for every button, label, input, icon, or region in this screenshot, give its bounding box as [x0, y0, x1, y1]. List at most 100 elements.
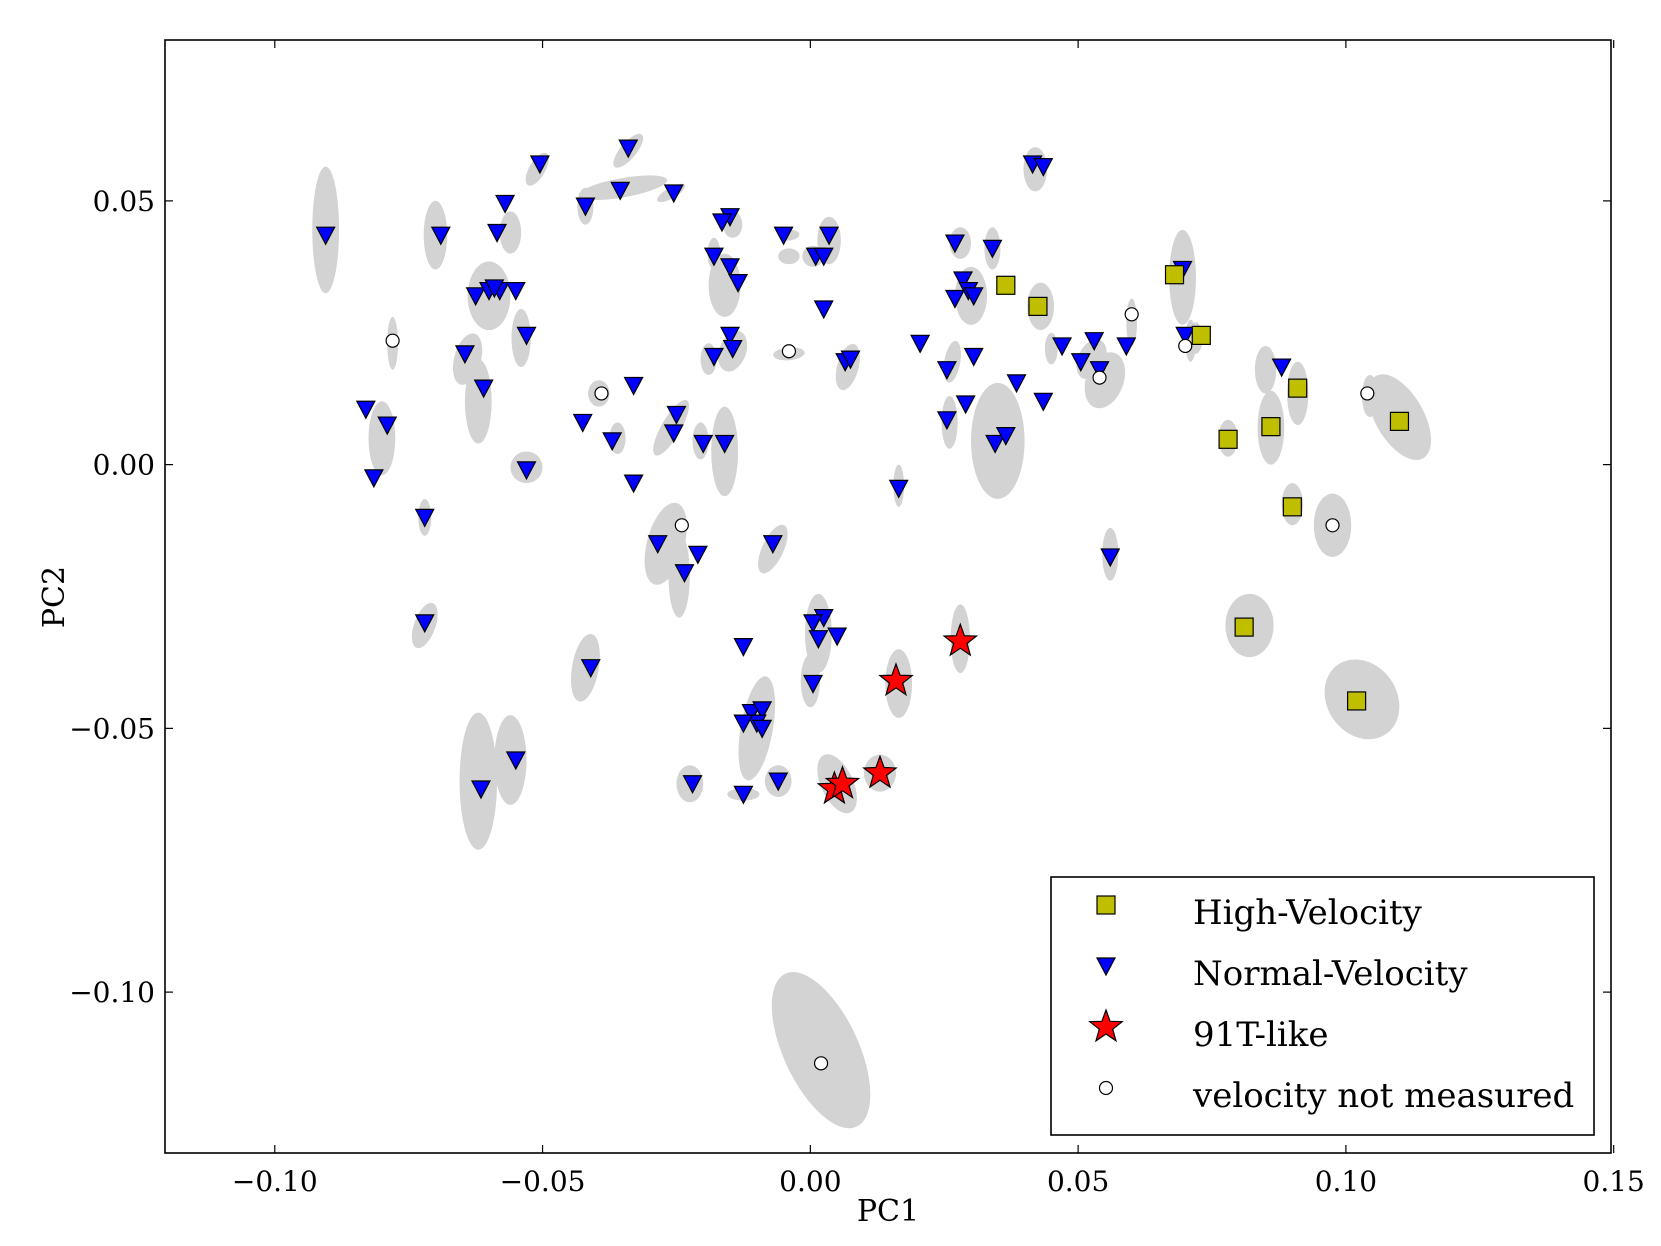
point-high-velocity	[1218, 429, 1238, 449]
x-tick-label: −0.05	[500, 1165, 586, 1198]
point-normal-velocity	[752, 701, 773, 721]
point-high-velocity	[1389, 411, 1410, 431]
point-normal-velocity	[955, 395, 976, 415]
uncertainty-ellipse	[1254, 345, 1277, 394]
point-high-velocity	[1282, 497, 1302, 517]
point-velocity-not-measured	[385, 333, 400, 348]
point-normal-velocity	[580, 659, 601, 678]
point-normal-velocity	[803, 674, 824, 694]
point-normal-velocity	[505, 751, 526, 771]
point-normal-velocity	[910, 334, 931, 354]
point-high-velocity	[1028, 296, 1048, 316]
x-tick-label: 0.10	[1315, 1165, 1377, 1198]
point-normal-velocity	[1116, 337, 1137, 357]
uncertainty-ellipse	[368, 401, 396, 476]
point-normal-velocity	[454, 345, 475, 365]
point-normal-velocity	[1052, 337, 1073, 357]
uncertainty-ellipse	[771, 972, 871, 1129]
legend-marker-91t-like	[1088, 1008, 1124, 1043]
y-axis-label: PC2	[37, 566, 72, 628]
legend: High-Velocity Normal-Velocity 91T-like v…	[1050, 876, 1595, 1136]
plot-frame	[164, 39, 1612, 1154]
point-normal-velocity	[803, 614, 824, 634]
y-tick-label: 0.00	[93, 449, 155, 482]
x-tick-label: 0.15	[1583, 1165, 1645, 1198]
x-tick-label: −0.10	[232, 1165, 318, 1198]
point-normal-velocity	[610, 181, 631, 201]
point-velocity-not-measured	[1124, 307, 1139, 322]
point-velocity-not-measured	[1360, 386, 1375, 401]
point-normal-velocity	[465, 287, 486, 307]
x-tick-label: 0.05	[1047, 1165, 1109, 1198]
legend-label-91t-like: 91T-like	[1193, 1015, 1329, 1055]
uncertainty-ellipse	[464, 359, 492, 444]
point-normal-velocity	[687, 545, 708, 565]
point-normal-velocity	[963, 347, 984, 367]
legend-label-velocity-not-measured: velocity not measured	[1192, 1076, 1574, 1116]
point-normal-velocity	[1271, 358, 1292, 378]
point-velocity-not-measured	[813, 1056, 829, 1071]
point-normal-velocity	[484, 279, 505, 299]
point-normal-velocity	[762, 535, 783, 555]
point-velocity-not-measured	[1178, 338, 1193, 354]
y-tick-label: 0.05	[93, 185, 155, 218]
point-normal-velocity	[952, 271, 973, 291]
point-normal-velocity	[813, 247, 834, 267]
point-normal-velocity	[363, 469, 384, 489]
point-normal-velocity	[768, 772, 789, 792]
point-normal-velocity	[529, 155, 550, 175]
point-normal-velocity	[936, 361, 957, 380]
point-normal-velocity	[487, 223, 508, 243]
x-axis-label: PC1	[857, 1194, 919, 1229]
point-normal-velocity	[355, 400, 376, 420]
point-normal-velocity	[711, 213, 732, 233]
point-normal-velocity	[572, 413, 593, 433]
point-normal-velocity	[1006, 374, 1027, 394]
data-markers	[315, 139, 1410, 1071]
point-normal-velocity	[808, 630, 829, 649]
point-normal-velocity	[840, 350, 861, 370]
legend-markers	[1088, 895, 1124, 1096]
legend-frame	[1050, 876, 1595, 1136]
point-high-velocity	[1191, 325, 1211, 345]
point-normal-velocity	[682, 775, 703, 795]
point-normal-velocity	[315, 226, 336, 246]
point-high-velocity	[1347, 691, 1367, 711]
point-normal-velocity	[963, 287, 984, 307]
point-normal-velocity	[944, 234, 965, 254]
point-normal-velocity	[623, 474, 644, 494]
point-normal-velocity	[741, 703, 762, 723]
point-normal-velocity	[516, 326, 537, 346]
point-normal-velocity	[720, 326, 741, 346]
point-normal-velocity	[623, 376, 644, 396]
point-velocity-not-measured	[781, 344, 797, 359]
point-normal-velocity	[666, 405, 687, 425]
point-normal-velocity	[733, 785, 754, 805]
point-velocity-not-measured	[1325, 518, 1340, 533]
y-tick-label: −0.05	[69, 712, 155, 745]
point-normal-velocity	[693, 434, 714, 454]
point-normal-velocity	[944, 289, 965, 309]
point-normal-velocity	[888, 479, 909, 499]
point-91t-like	[878, 662, 914, 697]
point-91t-like	[862, 754, 898, 789]
point-normal-velocity	[1089, 361, 1110, 380]
point-normal-velocity	[1100, 548, 1121, 568]
point-normal-velocity	[985, 434, 1006, 454]
point-normal-velocity	[516, 461, 537, 481]
point-normal-velocity	[813, 300, 834, 320]
point-normal-velocity	[663, 424, 684, 444]
point-normal-velocity	[470, 780, 491, 800]
uncertainty-ellipse	[668, 533, 690, 618]
point-normal-velocity	[827, 627, 848, 647]
point-velocity-not-measured	[674, 518, 689, 533]
point-normal-velocity	[430, 226, 451, 246]
point-normal-velocity	[377, 416, 398, 436]
point-normal-velocity	[414, 508, 435, 528]
point-normal-velocity	[733, 638, 754, 657]
point-91t-like	[824, 765, 861, 799]
point-high-velocity	[1288, 378, 1308, 398]
point-normal-velocity	[505, 281, 526, 301]
point-normal-velocity	[674, 564, 695, 584]
point-normal-velocity	[575, 197, 596, 217]
